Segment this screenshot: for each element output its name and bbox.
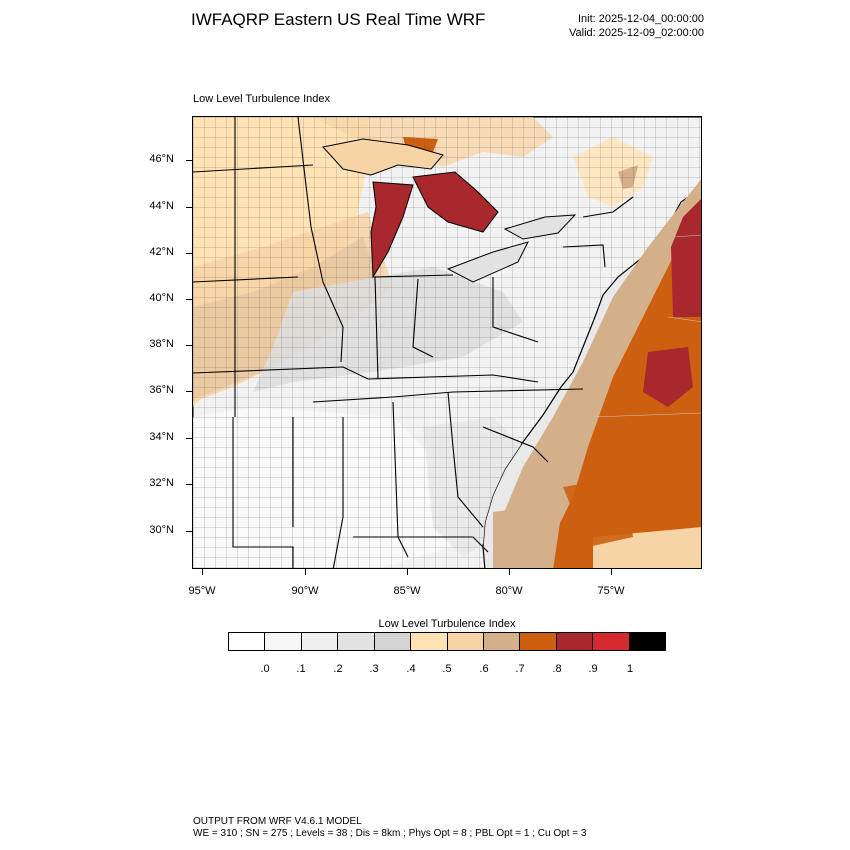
lon-label-90w: 90°W <box>291 585 319 597</box>
lat-label-34n: 34°N <box>149 431 174 443</box>
colorbar <box>228 632 666 651</box>
colorbar-swatch <box>629 633 666 650</box>
colorbar-tick-label: 1 <box>626 663 634 675</box>
map-panel <box>192 116 702 569</box>
lat-label-40n: 40°N <box>149 292 174 304</box>
lon-tick <box>305 569 306 575</box>
lat-label-46n: 46°N <box>149 153 174 165</box>
lon-label-85w: 85°W <box>393 585 421 597</box>
colorbar-swatch <box>338 633 375 650</box>
lake-superior <box>322 138 444 176</box>
colorbar-swatch <box>556 633 594 650</box>
great-lakes <box>322 138 577 283</box>
lat-tick <box>186 207 192 208</box>
map-canvas <box>193 117 701 568</box>
figure-title: IWFAQRP Eastern US Real Time WRF <box>191 10 486 29</box>
ocean-shading <box>493 179 701 568</box>
lon-label-75w: 75°W <box>597 585 625 597</box>
lat-label-38n: 38°N <box>149 338 174 350</box>
colorbar-swatch <box>520 633 557 650</box>
lon-tick <box>611 569 612 575</box>
valid-time: Valid: 2025-12-09_02:00:00 <box>569 27 704 39</box>
footer-model-line: OUTPUT FROM WRF V4.6.1 MODEL <box>193 816 362 827</box>
state-boundaries <box>193 117 634 568</box>
colorbar-tick-label: .3 <box>369 663 379 675</box>
lat-label-44n: 44°N <box>149 200 174 212</box>
colorbar-swatch <box>265 633 302 650</box>
lon-tick <box>202 569 203 575</box>
colorbar-tick-label: .6 <box>479 663 489 675</box>
lat-label-36n: 36°N <box>149 384 174 396</box>
colorbar-swatch <box>229 633 266 650</box>
colorbar-tick-label: .0 <box>260 663 270 675</box>
colorbar-swatch <box>411 633 448 650</box>
lat-tick <box>186 484 192 485</box>
lat-tick <box>186 345 192 346</box>
lat-label-32n: 32°N <box>149 477 174 489</box>
colorbar-swatch <box>447 633 484 650</box>
lake-erie <box>446 241 529 283</box>
colorbar-swatch <box>483 633 521 650</box>
lon-tick <box>407 569 408 575</box>
lon-label-80w: 80°W <box>495 585 523 597</box>
lat-label-30n: 30°N <box>149 524 174 536</box>
graticule <box>592 234 701 418</box>
colorbar-tick-label: .1 <box>296 663 306 675</box>
colorbar-tick-label: .9 <box>588 663 598 675</box>
colorbar-tick-label: .2 <box>333 663 343 675</box>
colorbar-tick-label: .8 <box>552 663 562 675</box>
colorbar-tick-label: .5 <box>442 663 452 675</box>
lat-tick <box>186 299 192 300</box>
lake-huron <box>412 171 499 233</box>
lat-tick <box>186 253 192 254</box>
colorbar-swatch <box>374 633 412 650</box>
lake-michigan <box>370 181 414 279</box>
lat-label-42n: 42°N <box>149 246 174 258</box>
colorbar-swatch <box>593 633 630 650</box>
lat-tick <box>186 531 192 532</box>
lon-tick <box>509 569 510 575</box>
lat-tick <box>186 438 192 439</box>
colorbar-tick-label: .7 <box>515 663 525 675</box>
init-time: Init: 2025-12-04_00:00:00 <box>578 13 704 25</box>
lake-ontario <box>503 214 577 240</box>
colorbar-title: Low Level Turbulence Index <box>378 618 516 630</box>
colorbar-swatch <box>301 633 339 650</box>
lat-tick <box>186 391 192 392</box>
plot-title: Low Level Turbulence Index <box>193 93 330 105</box>
lon-label-95w: 95°W <box>188 585 216 597</box>
footer-config-line: WE = 310 ; SN = 275 ; Levels = 38 ; Dis … <box>193 828 587 839</box>
colorbar-tick-label: .4 <box>406 663 416 675</box>
lat-tick <box>186 160 192 161</box>
